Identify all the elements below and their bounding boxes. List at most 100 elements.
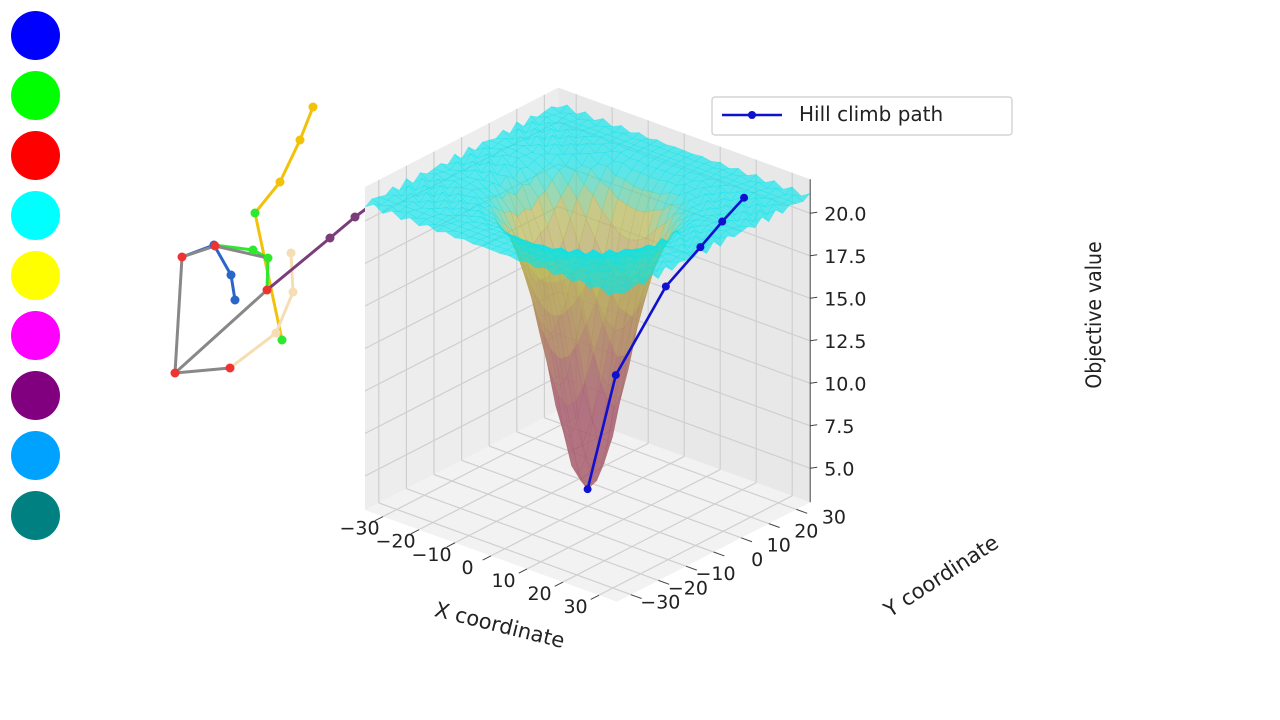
z-tick-mark [810,466,818,469]
pose-skeleton-overlay [170,102,387,378]
skeleton-joint [226,270,236,280]
color-palette [0,0,70,560]
gridline-z [364,376,559,477]
x-tick-mark [374,516,384,522]
x-axis-label: X coordinate [432,597,567,652]
surface-cell [635,273,653,285]
legend-label: Hill climb path [799,102,943,126]
skeleton-bone [181,244,216,259]
y-tick-mark [741,537,753,543]
path-point [740,193,749,202]
gridline-y [461,459,714,553]
path-point [611,371,620,380]
y-tick-label: 10 [767,535,791,557]
skeleton-joint [225,363,235,373]
y-tick-label: 30 [822,506,846,528]
skeleton-joint [271,328,281,338]
legend-box [711,96,1013,136]
path-line [586,196,746,490]
legend: Hill climb path [711,96,1013,136]
x-tick-mark [410,529,420,535]
gridline-z [364,333,559,435]
skeleton-joint [250,208,260,218]
legend-marker [748,111,756,119]
skeleton-joint [210,241,220,251]
x-tick-label: −20 [375,531,415,553]
skeleton-bone [173,256,184,374]
palette-swatch [11,191,60,240]
z-tick-label: 5.0 [824,458,854,480]
y-tick-mark [658,579,670,585]
z-tick-label: 10.0 [824,373,866,395]
z-tick-mark [810,381,818,384]
gridline-y [516,431,770,525]
skeleton-bone [329,215,356,240]
skeleton-bone [265,257,270,291]
skeleton-joint [275,177,285,187]
z-tick-mark [810,211,818,214]
z-tick-mark [810,296,818,299]
surface-cell [676,251,694,261]
z-tick-label: 7.5 [824,416,854,438]
skeleton-bone [173,288,269,375]
y-tick-mark [630,594,642,599]
path-point [718,217,727,226]
z-tick-label: 12.5 [824,331,866,353]
skeleton-joint [295,135,305,145]
palette-swatch [11,311,60,360]
z-tick-label: 15.0 [824,288,866,310]
z-tick-mark [810,339,818,342]
path-point [696,243,705,252]
x-tick-label: 30 [563,596,587,618]
x-tick-label: 0 [461,557,473,579]
y-tick-label: 0 [751,549,763,571]
palette-swatch [11,71,60,120]
z-axis-label: Objective value [1082,241,1106,388]
skeleton-bone [298,106,315,141]
skeleton-joint [286,248,296,258]
y-tick-label: −20 [668,577,708,599]
x-tick-label: −30 [339,518,379,540]
skeleton-joint [288,287,298,297]
skeleton-bone [274,291,295,334]
palette-swatch [11,251,60,300]
skeleton-joint [177,252,187,262]
surface-cell [765,203,783,216]
skeleton-joint [170,368,180,378]
x-tick-label: 10 [491,570,515,592]
surface-cell [772,203,791,214]
z-tick-label: 20.0 [824,203,866,225]
x-tick-mark [446,542,456,548]
skeleton-joint [277,335,287,345]
surface-cell [607,286,625,296]
palette-swatch [11,491,60,540]
skeleton-joint [263,253,273,263]
gridline-y [406,488,659,581]
hill-climb-path [583,193,749,494]
x-tick-label: −10 [411,544,451,566]
palette-swatch [11,371,60,420]
gridline-y [488,445,742,539]
z-tick-mark [810,254,818,257]
gridline-y [433,473,687,567]
skeleton-joint [230,295,240,305]
y-axis-label: Y coordinate [879,530,1003,622]
skeleton-joint [325,233,335,243]
surface-cell [641,266,659,280]
y-tick-label: 20 [794,520,818,542]
skeleton-bone [174,366,231,375]
skeleton-bone [253,181,282,214]
x-tick-mark [554,581,564,587]
x-tick-mark [482,555,492,561]
palette-swatch [11,431,60,480]
path-point [661,282,670,291]
skeleton-bone [266,236,331,292]
z-tick-mark [810,424,818,427]
z-tick-label: 17.5 [824,246,866,268]
skeleton-bone [214,244,269,260]
y-tick-mark [713,551,725,557]
objective-surface [364,104,812,490]
y-tick-mark [768,523,780,528]
